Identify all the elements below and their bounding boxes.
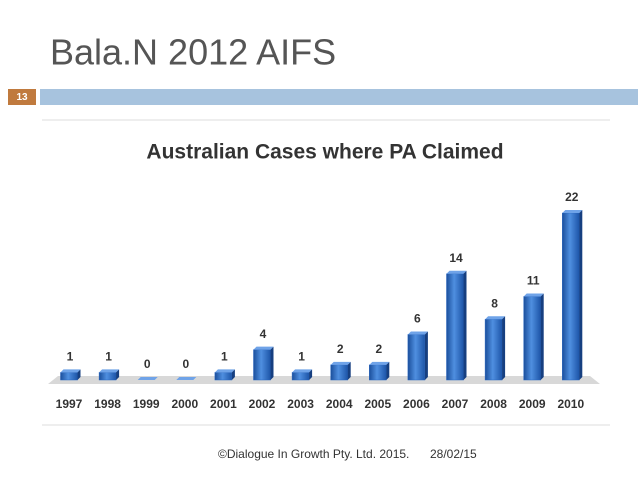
bar-side — [463, 270, 467, 380]
x-tick-label: 2010 — [557, 397, 584, 411]
data-label: 1 — [105, 350, 112, 364]
bar-top — [407, 331, 428, 335]
slide-number-box — [8, 89, 36, 105]
x-tick-label: 2009 — [519, 397, 546, 411]
bar — [98, 372, 117, 381]
bar-top — [562, 210, 583, 213]
data-label: 4 — [260, 327, 267, 341]
data-label: 1 — [298, 350, 305, 364]
header-stripe — [40, 89, 638, 105]
data-label: 0 — [144, 357, 151, 371]
bar-top — [253, 346, 274, 350]
x-tick-label: 2005 — [364, 397, 391, 411]
data-label: 1 — [67, 350, 74, 364]
data-label: 2 — [375, 342, 382, 356]
bar-top — [99, 369, 120, 373]
x-tick-label: 2000 — [171, 397, 198, 411]
x-tick-label: 2008 — [480, 397, 507, 411]
bar — [330, 364, 348, 381]
bar-side — [231, 369, 235, 380]
bar — [484, 319, 503, 381]
x-tick-label: 2002 — [249, 397, 276, 411]
x-tick-label: 2001 — [210, 397, 237, 411]
data-label: 14 — [449, 251, 463, 265]
bar-top — [330, 361, 351, 365]
x-tick-label: 2007 — [442, 397, 469, 411]
bar-top — [176, 377, 197, 380]
bar — [214, 372, 233, 381]
data-label: 1 — [221, 350, 228, 364]
x-tick-label: 2006 — [403, 397, 430, 411]
bar-top — [214, 369, 235, 373]
chart-title: Australian Cases where PA Claimed — [146, 141, 503, 164]
bar-side — [424, 331, 428, 380]
bar-side — [540, 293, 544, 380]
bar-side — [309, 369, 313, 380]
bar — [446, 273, 464, 381]
data-label: 6 — [414, 312, 421, 326]
bar-side — [347, 361, 351, 380]
x-tick-label: 2003 — [287, 397, 314, 411]
x-tick-label: 1997 — [56, 397, 83, 411]
bar-top — [485, 316, 506, 320]
slide-title: Bala.N 2012 AIFS — [50, 32, 336, 73]
data-label: 0 — [182, 357, 189, 371]
bar-top — [523, 293, 544, 297]
bar-side — [270, 346, 274, 380]
bar-side — [386, 361, 390, 380]
data-label: 8 — [491, 296, 498, 310]
bar-side — [502, 316, 506, 380]
bar — [407, 334, 426, 381]
bar-top — [369, 361, 390, 365]
date: 28/02/15 — [430, 447, 477, 461]
bar-top — [446, 270, 467, 274]
bar — [291, 372, 310, 381]
x-tick-label: 1998 — [94, 397, 121, 411]
data-label: 11 — [527, 274, 540, 288]
x-tick-label: 1999 — [133, 397, 160, 411]
bar-side — [77, 369, 81, 380]
bar-side — [579, 210, 583, 380]
bar — [60, 372, 78, 381]
data-label: 2 — [337, 342, 344, 356]
footer: ©Dialogue In Growth Pty. Ltd. 2015. — [218, 447, 409, 461]
bar-top — [137, 377, 158, 380]
bar-top — [292, 369, 313, 373]
bar — [253, 349, 271, 381]
slide-number: 13 — [16, 92, 28, 103]
x-tick-label: 2004 — [326, 397, 353, 411]
bar — [369, 364, 387, 381]
data-label: 22 — [565, 190, 579, 204]
chart-floor — [48, 376, 600, 384]
bar — [562, 212, 580, 381]
bar — [523, 296, 541, 381]
bar-top — [60, 369, 81, 373]
bar-side — [116, 369, 120, 380]
